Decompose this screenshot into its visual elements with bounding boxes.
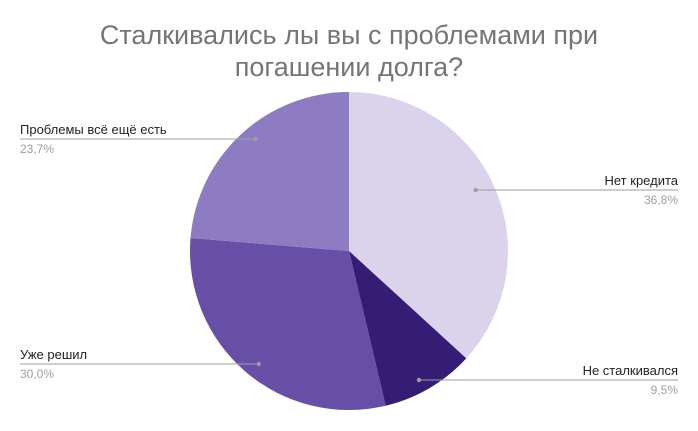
- slice-4-leader-dot: [253, 136, 258, 142]
- chart-title-line-1: Сталкивались лы вы с проблемами при: [100, 20, 598, 50]
- slice-2-leader-dot: [416, 377, 422, 383]
- slice-1-value-label: 36,8%: [644, 193, 678, 207]
- chart-title-line-2: погашении долга?: [235, 52, 463, 82]
- slice-1-leader-dot: [473, 187, 478, 193]
- slice-2-value-label: 9,5%: [651, 383, 679, 397]
- pie-slices: [190, 92, 508, 410]
- slice-3-label: Уже решил: [20, 347, 87, 362]
- slice-2: [349, 251, 467, 406]
- slice-3: [190, 238, 386, 410]
- slice-4: [190, 92, 349, 251]
- slice-1: [349, 92, 508, 359]
- slice-4-label: Проблемы всё ещё есть: [20, 122, 167, 137]
- slice-labels: Нет кредита 36,8% Не сталкивался 9,5% Уже ре…: [20, 122, 679, 397]
- slice-1-label: Нет кредита: [605, 173, 679, 188]
- slice-3-leader-dot: [256, 361, 261, 367]
- slice-4-value-label: 23,7%: [20, 142, 54, 156]
- slice-2-label: Не сталкивался: [583, 363, 678, 378]
- slice-3-value-label: 30,0%: [20, 367, 54, 381]
